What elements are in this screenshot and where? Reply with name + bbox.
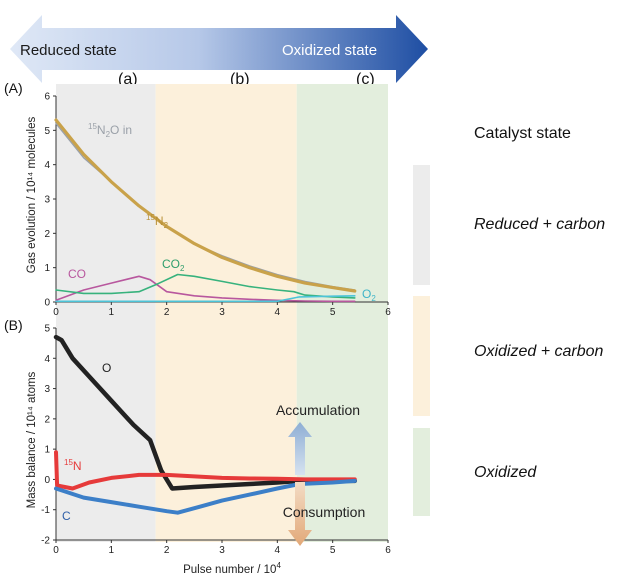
x-tick-label: 6 [385,307,391,318]
y-tick-label: 1 [44,445,50,456]
y-tick-label: 1 [44,263,50,274]
x-tick-label: 1 [109,307,115,318]
y-tick-label: -2 [41,536,50,547]
oxidized-state-label: Oxidized state [282,42,377,59]
series-line-o [55,294,356,303]
legend-swatch-reduced [413,165,430,285]
y-tick-label: 2 [44,229,50,240]
x-tick-label: 2 [164,545,170,556]
legend-label-reduced: Reduced + carbon [474,216,605,233]
co-label: CO [68,267,86,281]
x-tick-label: 5 [330,545,336,556]
panel-b-xlabel: Pulse number / 104 [183,561,281,576]
o-balance-label: O [102,361,111,375]
region-b [155,84,297,542]
y-tick-label: 0 [44,298,50,309]
consumption-label: Consumption [283,504,366,520]
panel-a-label: (A) [4,80,23,96]
panel-a-ylabel: Gas evolution / 10¹⁴ molecules [26,117,38,274]
legend-label-oxidized: Oxidized [474,464,537,481]
accumulation-label: Accumulation [276,402,360,418]
y-tick-label: 4 [44,354,50,365]
n2-label: 15N2 [146,213,169,230]
x-tick-label: 2 [164,307,170,318]
y-tick-label: 0 [44,475,50,486]
legend: Catalyst state Reduced + carbon Oxidized… [413,125,605,516]
region-a [56,84,156,542]
y-tick-label: 5 [44,126,50,137]
region-shading [56,84,388,542]
y-tick-label: 3 [44,384,50,395]
y-tick-label: 3 [44,195,50,206]
consumption-arrow [288,482,312,546]
panel-a: (A) Gas evolution / 10¹⁴ molecules 0 1 2 3 4… [4,80,391,318]
panel-b: (B) Mass balance / 10¹⁴ atoms Pulse numb… [4,317,391,576]
legend-label-oxidized-carbon: Oxidized + carbon [474,343,604,360]
y-tick-label: 6 [44,92,50,103]
panel-b-ylabel: Mass balance / 10¹⁴ atoms [26,371,38,508]
region-b-label: (b) [230,71,250,88]
panel-a-series-labels: 15N2O in 15N2 CO CO2 O2 [68,122,376,303]
x-tick-label: 5 [330,307,336,318]
x-tick-label: 6 [385,545,391,556]
n2o-in-label: 15N2O in [88,122,132,139]
region-c [296,84,388,542]
region-a-label: (a) [118,71,138,88]
y-tick-label: -1 [41,505,50,516]
accumulation-arrow [288,422,312,475]
series-line-n [54,118,357,293]
panel-b-label: (B) [4,317,23,333]
x-tick-label: 0 [53,545,59,556]
series-line-n [54,450,357,491]
x-tick-label: 3 [219,307,225,318]
series-line-co [55,275,356,303]
series-line-co [55,273,356,299]
x-tick-label: 1 [109,545,115,556]
region-c-label: (c) [356,71,375,88]
y-tick-label: 4 [44,160,50,171]
x-tick-label: 4 [275,545,281,556]
redox-direction-arrow [10,15,428,83]
y-tick-label: 5 [44,324,50,335]
legend-title: Catalyst state [474,125,571,142]
y-tick-label: 2 [44,414,50,425]
n-balance-label: 15N [64,458,82,473]
x-tick-label: 0 [53,307,59,318]
reduced-state-label: Reduced state [20,42,117,59]
x-tick-label: 4 [275,307,281,318]
series-line-o [53,334,358,491]
panel-b-series-labels: O 15N C [62,361,111,523]
legend-swatch-oxidized-carbon [413,296,430,416]
legend-swatch-oxidized [413,428,430,516]
x-tick-label: 3 [219,545,225,556]
c-balance-label: C [62,509,71,523]
co2-label: CO2 [162,257,185,273]
